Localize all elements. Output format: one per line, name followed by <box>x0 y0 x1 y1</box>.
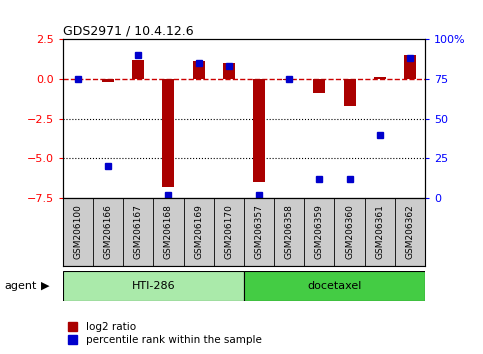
Bar <box>244 271 425 301</box>
Text: GSM206358: GSM206358 <box>284 204 294 259</box>
Text: GSM206167: GSM206167 <box>134 204 143 259</box>
Bar <box>283 79 295 80</box>
Text: GDS2971 / 10.4.12.6: GDS2971 / 10.4.12.6 <box>63 25 193 38</box>
Bar <box>193 61 205 79</box>
Text: GSM206357: GSM206357 <box>255 204 264 259</box>
Text: GSM206359: GSM206359 <box>315 204 324 259</box>
Bar <box>374 77 386 79</box>
Bar <box>404 55 416 79</box>
Text: HTI-286: HTI-286 <box>131 281 175 291</box>
Bar <box>253 79 265 182</box>
Text: GSM206100: GSM206100 <box>73 204 83 259</box>
Text: docetaxel: docetaxel <box>307 281 362 291</box>
Bar <box>63 271 244 301</box>
Text: GSM206361: GSM206361 <box>375 204 384 259</box>
Text: GSM206170: GSM206170 <box>224 204 233 259</box>
Legend: log2 ratio, percentile rank within the sample: log2 ratio, percentile rank within the s… <box>68 322 262 345</box>
Bar <box>223 63 235 79</box>
Bar <box>343 79 355 106</box>
Text: GSM206166: GSM206166 <box>103 204 113 259</box>
Text: agent: agent <box>5 281 37 291</box>
Bar <box>313 79 326 93</box>
Text: GSM206169: GSM206169 <box>194 204 203 259</box>
Bar <box>162 79 174 187</box>
Bar <box>102 79 114 82</box>
Text: ▶: ▶ <box>41 281 50 291</box>
Text: GSM206360: GSM206360 <box>345 204 354 259</box>
Text: GSM206168: GSM206168 <box>164 204 173 259</box>
Text: GSM206362: GSM206362 <box>405 205 414 259</box>
Bar <box>132 60 144 79</box>
